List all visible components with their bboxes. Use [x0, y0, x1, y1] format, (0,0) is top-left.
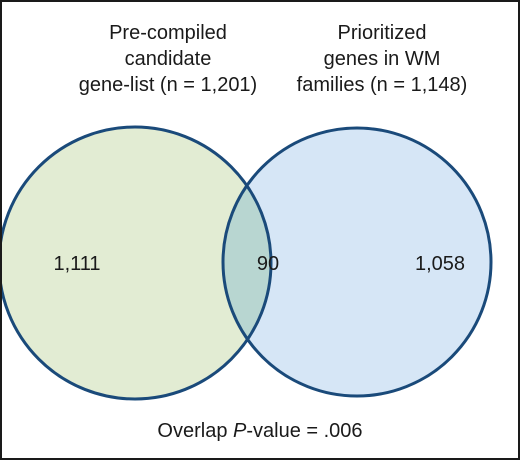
- left-set-label-line: gene-list (n = 1,201): [78, 74, 258, 96]
- p-value-suffix: -value = .006: [246, 420, 363, 442]
- overlap-p-value: Overlap P-value = .006: [2, 420, 518, 443]
- right-set-label-line: genes in WM: [323, 48, 441, 70]
- left-only-count: 1,111: [53, 253, 100, 275]
- right-set-label: Prioritized genes in WM families (n = 1,…: [282, 20, 482, 98]
- left-set-circle: [2, 127, 271, 399]
- overlap-count: 90: [257, 253, 279, 275]
- left-set-label-line: Pre-compiled: [109, 22, 227, 44]
- left-set-outline: [2, 125, 273, 401]
- left-set-label-line: candidate: [124, 48, 212, 70]
- p-value-symbol: P: [233, 420, 247, 442]
- right-only-count: 1,058: [415, 253, 465, 275]
- right-set-circle: [223, 128, 491, 396]
- right-set-outline: [221, 126, 493, 398]
- p-value-prefix: Overlap: [157, 420, 234, 442]
- left-set-label: Pre-compiled candidate gene-list (n = 1,…: [68, 20, 268, 98]
- right-set-label-line: families (n = 1,148): [296, 74, 468, 96]
- right-set-label-line: Prioritized: [337, 22, 427, 44]
